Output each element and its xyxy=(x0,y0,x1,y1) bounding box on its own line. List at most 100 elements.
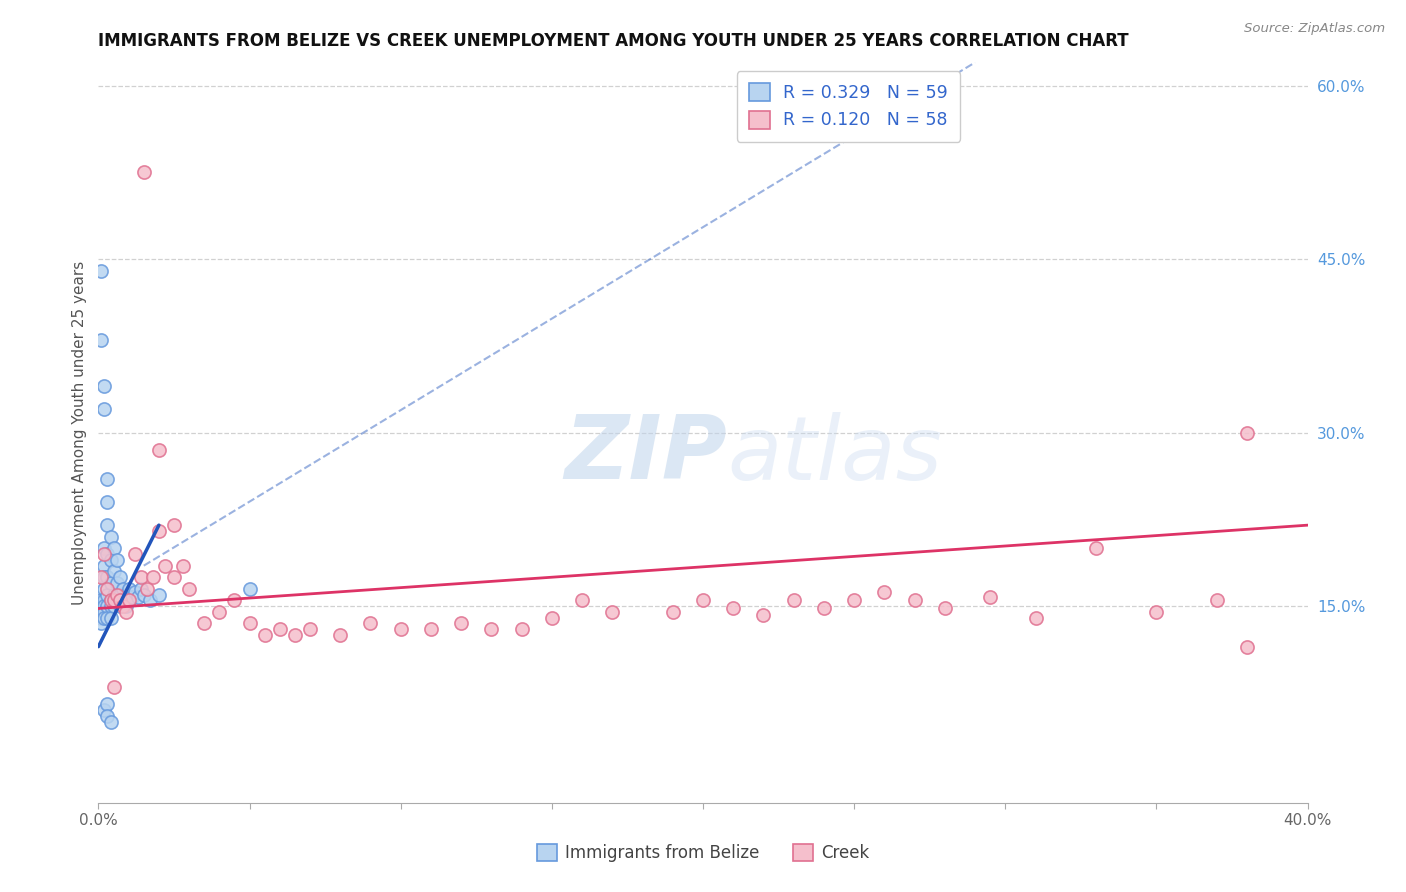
Point xyxy=(723,601,745,615)
Point xyxy=(93,570,115,584)
Point xyxy=(360,616,382,631)
Point xyxy=(103,680,125,694)
Point xyxy=(224,593,246,607)
Point xyxy=(540,610,562,624)
Point xyxy=(208,605,231,619)
Point xyxy=(111,582,134,596)
Point xyxy=(124,585,146,599)
Point xyxy=(129,570,152,584)
Point xyxy=(96,582,118,596)
Point xyxy=(93,605,115,619)
Point xyxy=(389,622,412,636)
Point xyxy=(179,582,201,596)
Point xyxy=(100,576,122,591)
Point xyxy=(108,570,131,584)
Point xyxy=(602,605,624,619)
Point xyxy=(105,576,128,591)
Point xyxy=(661,605,683,619)
Point xyxy=(1085,541,1108,556)
Point xyxy=(93,593,115,607)
Point xyxy=(148,588,170,602)
Point xyxy=(114,599,136,614)
Point xyxy=(96,698,118,712)
Point xyxy=(844,593,866,607)
Point xyxy=(93,703,115,717)
Point xyxy=(96,472,118,486)
Point xyxy=(253,628,276,642)
Text: ZIP: ZIP xyxy=(564,411,727,499)
Point xyxy=(103,593,125,607)
Point xyxy=(163,518,186,533)
Point xyxy=(93,610,115,624)
Point xyxy=(132,165,155,179)
Point xyxy=(105,553,128,567)
Point xyxy=(93,402,115,417)
Point xyxy=(269,622,291,636)
Point xyxy=(783,593,806,607)
Point xyxy=(934,601,956,615)
Point xyxy=(127,590,149,604)
Point xyxy=(96,570,118,584)
Point xyxy=(163,570,186,584)
Point xyxy=(114,588,136,602)
Point xyxy=(100,593,122,607)
Point xyxy=(510,622,533,636)
Point xyxy=(111,599,134,614)
Point xyxy=(193,616,215,631)
Point xyxy=(90,333,112,347)
Point xyxy=(129,582,152,596)
Point xyxy=(93,547,115,561)
Point xyxy=(114,605,136,619)
Point xyxy=(118,582,141,596)
Point xyxy=(100,714,122,729)
Point xyxy=(121,590,143,604)
Point xyxy=(96,588,118,602)
Point xyxy=(103,599,125,614)
Point xyxy=(1206,593,1229,607)
Point xyxy=(108,599,131,614)
Point xyxy=(1236,425,1258,440)
Point xyxy=(124,547,146,561)
Point xyxy=(100,530,122,544)
Point xyxy=(96,709,118,723)
Point xyxy=(90,570,112,584)
Point xyxy=(100,610,122,624)
Point xyxy=(420,622,443,636)
Point xyxy=(93,599,115,614)
Point xyxy=(96,547,118,561)
Point xyxy=(90,616,112,631)
Point xyxy=(284,628,307,642)
Point xyxy=(103,565,125,579)
Point xyxy=(692,593,714,607)
Point xyxy=(96,599,118,614)
Point xyxy=(90,605,112,619)
Point xyxy=(108,588,131,602)
Point xyxy=(105,593,128,607)
Point xyxy=(108,593,131,607)
Point xyxy=(148,442,170,457)
Point xyxy=(329,628,352,642)
Text: atlas: atlas xyxy=(727,412,942,498)
Point xyxy=(103,541,125,556)
Point xyxy=(904,593,927,607)
Point xyxy=(96,518,118,533)
Point xyxy=(979,590,1001,604)
Point xyxy=(118,593,141,607)
Point xyxy=(135,582,157,596)
Point xyxy=(813,601,835,615)
Point xyxy=(90,599,112,614)
Point xyxy=(873,585,896,599)
Point xyxy=(1024,610,1046,624)
Point xyxy=(90,610,112,624)
Point xyxy=(172,558,194,573)
Point xyxy=(148,524,170,538)
Point xyxy=(90,263,112,277)
Point xyxy=(96,610,118,624)
Point xyxy=(239,616,262,631)
Point xyxy=(105,588,128,602)
Point xyxy=(299,622,322,636)
Point xyxy=(93,541,115,556)
Point xyxy=(100,599,122,614)
Text: Source: ZipAtlas.com: Source: ZipAtlas.com xyxy=(1244,22,1385,36)
Point xyxy=(111,593,134,607)
